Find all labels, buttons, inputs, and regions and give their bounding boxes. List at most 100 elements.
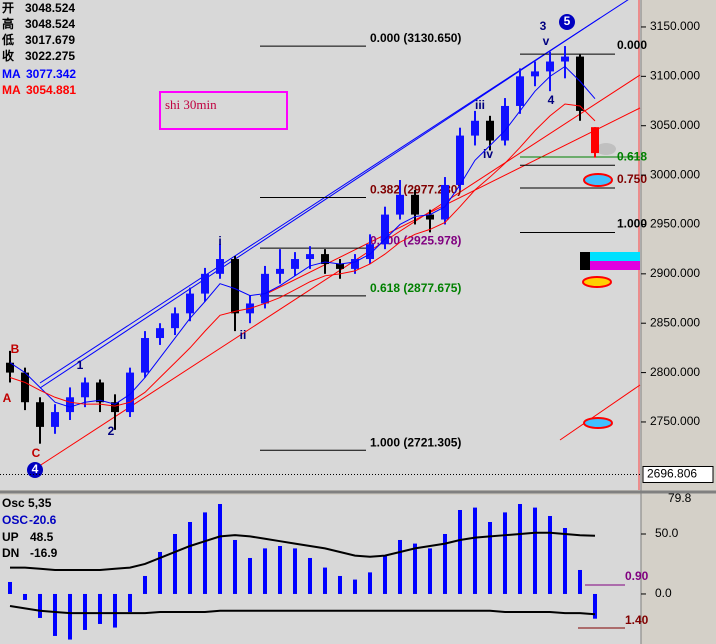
candle-body bbox=[231, 259, 239, 314]
candle-body bbox=[471, 120, 479, 136]
candle-body bbox=[366, 244, 374, 260]
candle-body bbox=[96, 382, 104, 403]
candle-body bbox=[306, 254, 314, 260]
legend-value: 3022.275 bbox=[25, 49, 75, 63]
main-panel bbox=[0, 0, 641, 490]
osc-bar bbox=[23, 593, 27, 600]
legend-label: UP bbox=[2, 530, 19, 544]
y-tick-label: 2800.000 bbox=[650, 365, 700, 379]
legend: 开 3048.524 高 3048.524 低 3017.679 收 3022.275 MA 30… bbox=[1, 1, 76, 97]
target-ellipse bbox=[583, 173, 613, 187]
candle-body bbox=[171, 313, 179, 329]
osc-bar bbox=[458, 509, 462, 594]
osc-bar bbox=[353, 579, 357, 594]
legend-label: DN bbox=[2, 546, 19, 560]
osc-bar bbox=[233, 539, 237, 594]
y-tick-label: 3050.000 bbox=[650, 118, 700, 132]
candle-body bbox=[336, 263, 344, 269]
osc-line bbox=[10, 531, 596, 571]
wave-labels: 3 5 v 4 iii iv i ii 1 2 A B C 4 bbox=[3, 14, 575, 478]
candle-body bbox=[81, 382, 89, 398]
wave-label: iv bbox=[483, 147, 493, 161]
wave-label: B bbox=[11, 342, 20, 356]
ma-line bbox=[9, 65, 596, 408]
osc-bar bbox=[218, 503, 222, 594]
osc-title: Osc 5,35 bbox=[2, 496, 52, 510]
zone-bar bbox=[580, 261, 640, 270]
osc-bar bbox=[488, 521, 492, 594]
osc-bar bbox=[338, 575, 342, 594]
legend-value: 3048.524 bbox=[25, 1, 75, 15]
candle-body bbox=[291, 259, 299, 269]
annotation-text: shi 30min bbox=[165, 97, 217, 112]
candle-body bbox=[111, 402, 119, 413]
wave-label: A bbox=[3, 391, 12, 405]
osc-bar bbox=[68, 593, 72, 640]
candle-body bbox=[51, 412, 59, 427]
osc-bar bbox=[383, 555, 387, 594]
annotation-box bbox=[159, 91, 288, 130]
candle-body bbox=[141, 338, 149, 373]
osc-bar bbox=[113, 593, 117, 628]
candle-body bbox=[351, 259, 359, 269]
candle-body bbox=[516, 76, 524, 106]
y-tick-label: 50.0 bbox=[655, 526, 679, 540]
side-label: 79.8 bbox=[668, 491, 692, 505]
legend-value: 3054.881 bbox=[26, 83, 76, 97]
osc-bar bbox=[473, 507, 477, 594]
trend-line bbox=[559, 384, 641, 441]
candle-body bbox=[576, 56, 584, 111]
legend-value: 3077.342 bbox=[26, 67, 76, 81]
osc-bar bbox=[323, 567, 327, 594]
candle-body bbox=[156, 328, 164, 339]
candle-body bbox=[501, 105, 509, 141]
legend-label: 高 bbox=[2, 16, 14, 31]
zone-bar bbox=[580, 252, 640, 261]
side-label: 0.90 bbox=[625, 569, 649, 583]
legend-label: MA bbox=[2, 83, 21, 97]
wave-label: v bbox=[543, 34, 550, 48]
fib-label: 0.750 bbox=[617, 172, 647, 186]
wave-label: i bbox=[218, 234, 221, 248]
osc-bar bbox=[368, 572, 372, 594]
candle-body bbox=[546, 61, 554, 72]
osc-bar bbox=[563, 527, 567, 594]
wave-label: 5 bbox=[564, 14, 571, 28]
osc-bar bbox=[278, 545, 282, 594]
osc-bar bbox=[203, 512, 207, 594]
candle-body bbox=[261, 273, 269, 304]
fib-label: 1.000 (2721.305) bbox=[370, 435, 461, 449]
fib-label: 0.000 (3130.650) bbox=[370, 31, 461, 45]
osc-bar bbox=[263, 548, 267, 594]
osc-bar bbox=[533, 507, 537, 594]
fib-label: 0.618 bbox=[617, 149, 647, 163]
candle-body bbox=[591, 127, 599, 154]
osc-bar bbox=[413, 543, 417, 594]
target-ellipse bbox=[582, 276, 612, 288]
osc-bar bbox=[38, 593, 42, 618]
legend-label: OSC bbox=[2, 513, 28, 527]
ma-line bbox=[9, 103, 596, 407]
y-tick-label: 2900.000 bbox=[650, 266, 700, 280]
osc-bar bbox=[293, 548, 297, 594]
zone-bar bbox=[580, 252, 590, 270]
candle-body bbox=[321, 254, 329, 264]
y-tick-label: 2950.000 bbox=[650, 217, 700, 231]
legend-label: 开 bbox=[2, 1, 14, 15]
wave-label: ii bbox=[240, 328, 247, 342]
candle-body bbox=[561, 56, 569, 62]
osc-bar bbox=[8, 581, 12, 594]
y-tick-label: 3150.000 bbox=[650, 19, 700, 33]
candle-body bbox=[381, 214, 389, 245]
fib-label: 0.618 (2877.675) bbox=[370, 281, 461, 295]
legend-value: 3048.524 bbox=[25, 17, 75, 31]
candle-body bbox=[216, 259, 224, 274]
candle-body bbox=[276, 268, 284, 274]
candle-body bbox=[126, 372, 134, 413]
legend-value: -20.6 bbox=[29, 513, 57, 527]
cursor-label: 2696.806 bbox=[647, 467, 697, 481]
legend-value: -16.9 bbox=[30, 546, 58, 560]
candle-body bbox=[456, 135, 464, 185]
osc-bar bbox=[53, 593, 57, 636]
